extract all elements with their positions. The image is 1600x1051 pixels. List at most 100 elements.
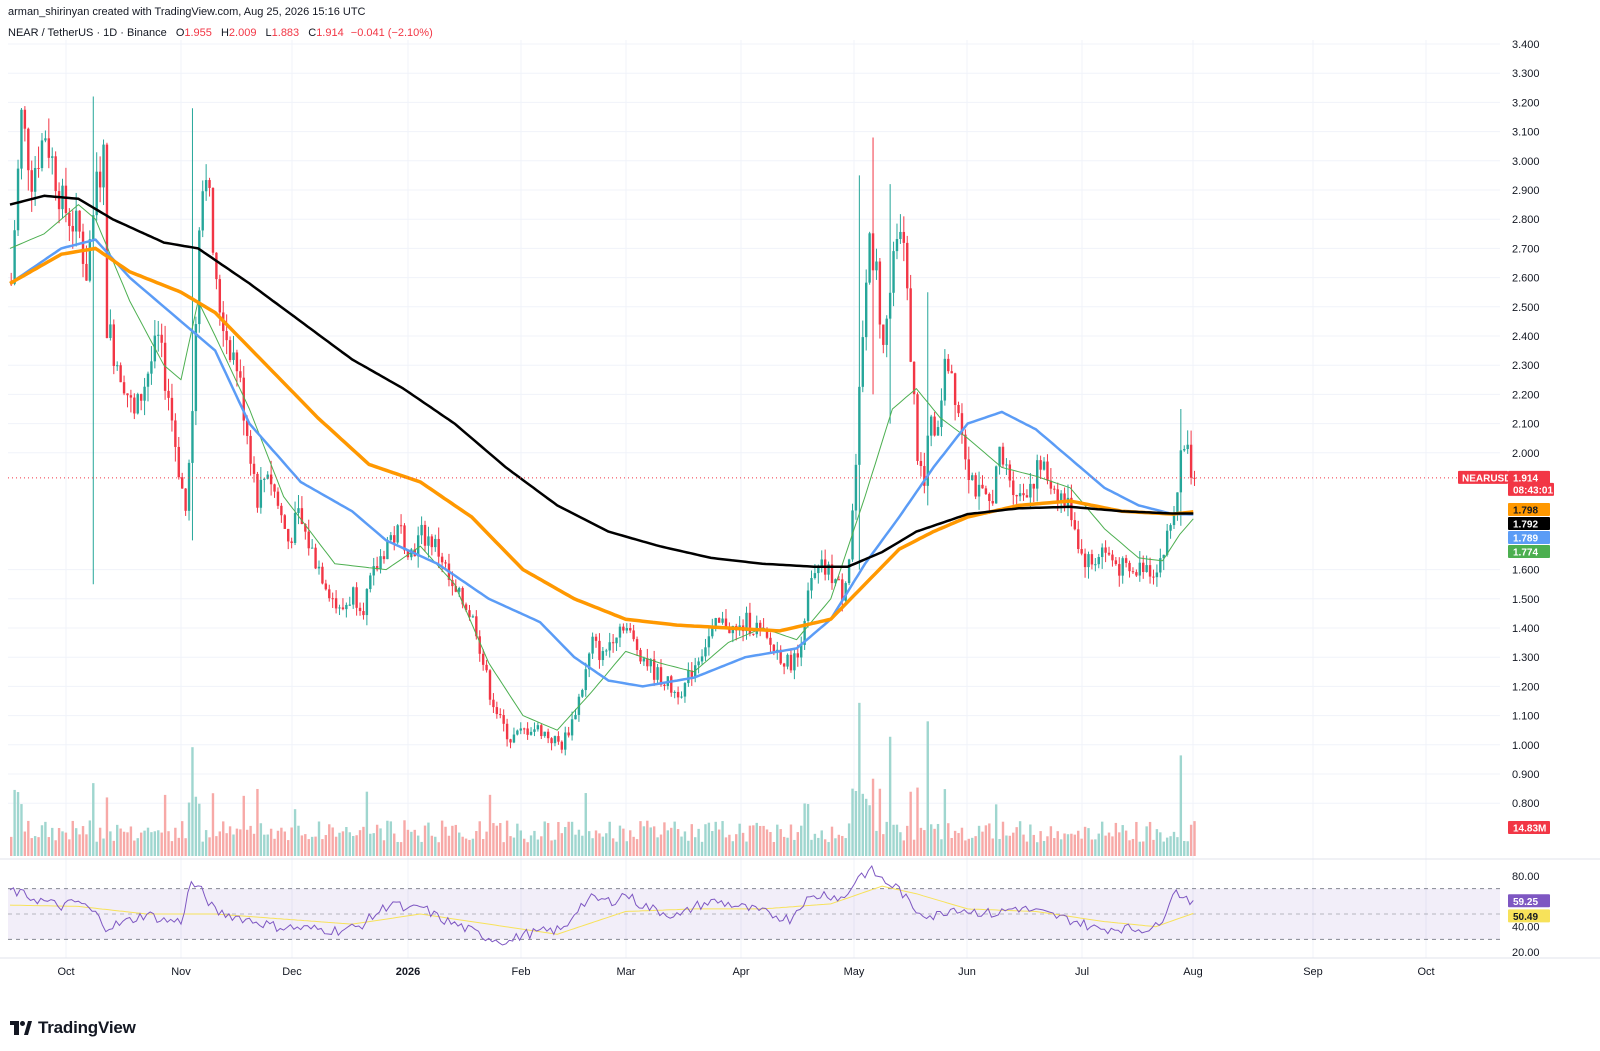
volume-bar <box>666 830 670 856</box>
volume-bar <box>789 824 793 856</box>
candle-body <box>796 653 799 658</box>
ma-value-tag-bg <box>1508 531 1550 544</box>
candle-body <box>263 478 266 480</box>
candle-body <box>122 382 126 394</box>
volume-bar <box>37 837 40 856</box>
candle-body <box>1008 464 1012 481</box>
candle-body <box>160 334 163 343</box>
candle-body <box>191 411 194 463</box>
last-price-tag-bg <box>1508 470 1550 484</box>
candle-body <box>724 618 728 628</box>
rsi-ma-value-tag-text: 50.49 <box>1513 912 1538 923</box>
symbol-tag-text: NEARUSDT <box>1462 473 1518 484</box>
candle-body <box>697 661 700 666</box>
volume-bar <box>717 829 721 856</box>
volume-bar <box>126 832 129 856</box>
candle-body <box>817 567 820 574</box>
volume-bar <box>447 835 451 856</box>
candle-body <box>488 670 492 700</box>
volume-bar <box>967 838 970 856</box>
candle-body <box>266 474 269 479</box>
candle-body <box>611 642 615 644</box>
candle-body <box>509 739 512 743</box>
candle-body <box>888 292 892 319</box>
volume-bar <box>334 836 338 856</box>
volume-bar <box>974 836 977 856</box>
moving-averages <box>8 194 1510 731</box>
volume-bar <box>741 832 745 856</box>
volume-bar <box>464 838 468 856</box>
volume-bar <box>1111 836 1114 856</box>
volume-bar <box>1107 832 1111 856</box>
volume-bar <box>758 825 762 856</box>
volume-bar <box>375 824 379 856</box>
volume-bar <box>827 842 830 856</box>
candle-body <box>1152 576 1155 578</box>
volume-bar <box>670 827 673 856</box>
volume-bar <box>587 831 591 856</box>
high-label: H <box>220 27 229 39</box>
volume-bar <box>105 797 109 856</box>
volume-bar <box>74 828 78 856</box>
volume-bar <box>772 841 776 856</box>
candle-body <box>478 636 481 654</box>
candle-body <box>112 324 115 366</box>
candle-body <box>1172 512 1176 526</box>
price-tick-label: 2.600 <box>1512 273 1540 285</box>
rsi-tick-label: 20.00 <box>1512 947 1540 959</box>
volume-bar <box>998 838 1001 856</box>
candle-body <box>499 714 502 716</box>
candle-body <box>950 371 953 374</box>
candle-body <box>27 128 30 171</box>
candle-body <box>632 630 635 640</box>
candle-body <box>194 324 198 412</box>
candle-body <box>468 610 471 618</box>
ma-value-tag-bg <box>1508 503 1550 516</box>
candle-body <box>1073 520 1077 530</box>
volume-bar <box>71 820 74 856</box>
volume-bar <box>1029 824 1032 856</box>
candle-body <box>974 475 977 497</box>
candle-body <box>885 318 888 345</box>
tradingview-logo[interactable]: TradingView <box>10 1018 136 1038</box>
candle-body <box>570 719 574 736</box>
volume-bar <box>1097 833 1100 856</box>
volume-tag: 14.83M <box>1508 821 1550 835</box>
symbol-name[interactable]: NEAR / TetherUS · 1D · Binance <box>8 27 167 39</box>
candle-body <box>13 230 16 284</box>
candle-body <box>1162 554 1165 559</box>
candle-body <box>423 524 427 546</box>
volume-bar <box>953 830 957 856</box>
volume-bar <box>451 825 454 856</box>
volume-bar <box>372 833 375 856</box>
volume-bar <box>358 830 362 856</box>
candle-body <box>348 604 351 606</box>
candle-body <box>776 649 779 652</box>
volume-bar <box>683 831 687 856</box>
candle-body <box>1087 554 1090 568</box>
candle-body <box>1090 554 1094 565</box>
candle-body <box>683 683 687 697</box>
candle-body <box>998 446 1001 467</box>
volume-bar <box>369 833 372 856</box>
price-tick-label: 2.000 <box>1512 448 1540 460</box>
candle-body <box>567 732 570 736</box>
candle-body <box>557 736 560 742</box>
price-tick-label: 2.900 <box>1512 185 1540 197</box>
volume-bar <box>642 826 646 856</box>
candle-body <box>47 138 51 158</box>
volume-bar <box>690 824 693 856</box>
time-tick-label: Oct <box>57 966 74 978</box>
candle-body <box>1001 446 1005 465</box>
rsi-tick-label: 80.00 <box>1512 871 1540 883</box>
candle-body <box>386 539 389 560</box>
volume-bar <box>1169 836 1172 856</box>
volume-bar <box>389 821 393 856</box>
candle-body <box>177 446 180 478</box>
candle-body <box>533 729 536 732</box>
rsi-tick-label: 40.00 <box>1512 922 1540 934</box>
volume-bar <box>481 839 485 856</box>
candle-body <box>909 288 912 362</box>
rsi-value-tag: 59.25 <box>1508 894 1550 908</box>
